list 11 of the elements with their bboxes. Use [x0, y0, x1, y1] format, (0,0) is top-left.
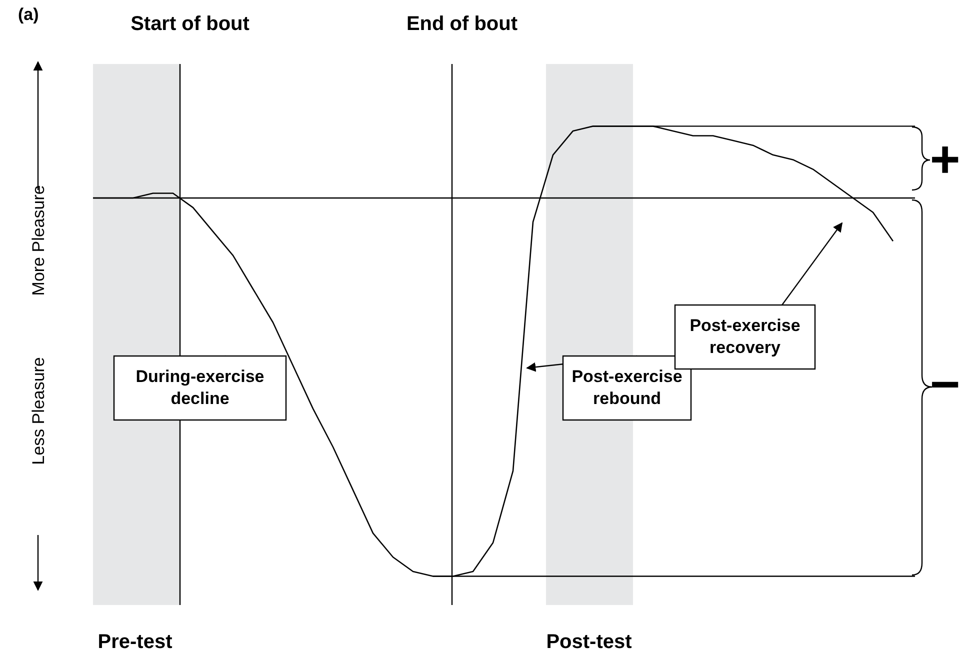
annotation: Post-exercise rebound	[572, 367, 682, 408]
text: Pre-test	[98, 631, 173, 653]
text: −	[930, 356, 960, 414]
text: +	[930, 131, 960, 189]
text: Start of bout	[130, 13, 250, 35]
annotation: During-exercise decline	[136, 367, 264, 408]
y-axis-title: Less Pleasure More Pleasure	[29, 185, 48, 465]
text: End of bout	[406, 13, 518, 35]
chart-title: (a)	[18, 5, 39, 24]
annotation: Post-exercise recovery	[690, 316, 800, 357]
text: Post-test	[546, 631, 632, 653]
